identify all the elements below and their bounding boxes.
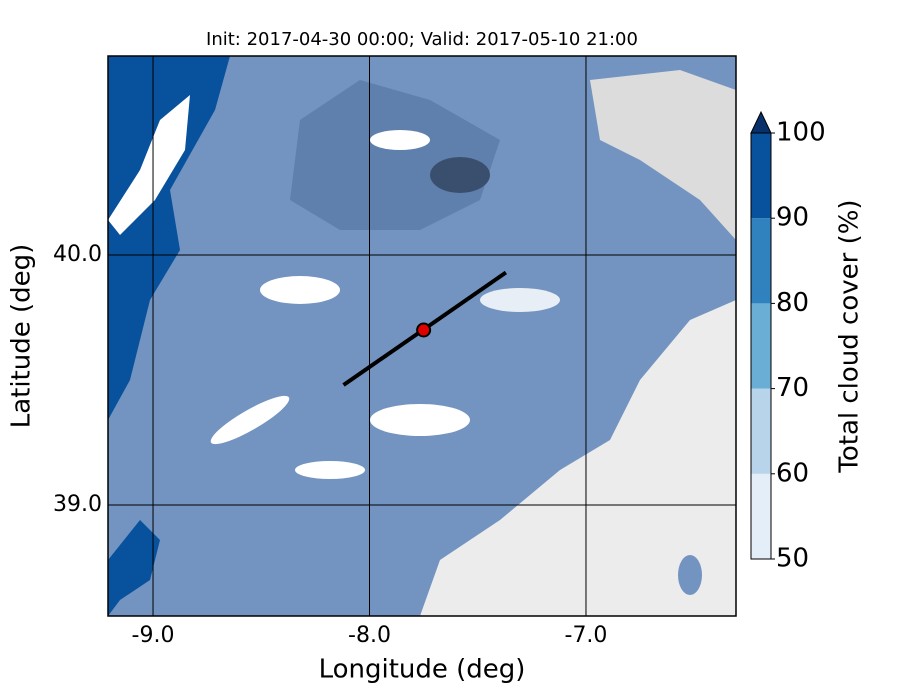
colorbar-label: Total cloud cover (%)	[835, 199, 865, 473]
colorbar-segment	[751, 388, 771, 474]
colorbar-tick-label: 50	[776, 544, 809, 574]
colorbar-segment	[751, 133, 771, 219]
clear-patch	[480, 288, 560, 312]
clear-region	[590, 70, 736, 240]
plot-frame	[107, 55, 737, 617]
colorbar-frame	[750, 132, 772, 560]
colorbar-segment	[751, 303, 771, 389]
colorbar-extend	[750, 110, 772, 134]
y-tick-label: 39.0	[53, 492, 102, 517]
terrain-shading	[290, 80, 500, 230]
y-tick-label: 40.0	[53, 242, 102, 267]
terrain-shading	[430, 157, 490, 193]
y-axis-label: Latitude (deg)	[7, 244, 37, 429]
x-axis-label: Longitude (deg)	[319, 655, 526, 685]
clear-patch	[295, 461, 365, 479]
colorbar-segment	[751, 473, 771, 559]
chart-title: Init: 2017-04-30 00:00; Valid: 2017-05-1…	[206, 29, 638, 50]
colorbar-segment	[751, 218, 771, 304]
x-tick-label: -8.0	[348, 623, 391, 648]
colorbar-tick-label: 70	[776, 373, 809, 403]
colorbar-tick-label: 100	[776, 118, 826, 148]
grid	[108, 56, 736, 616]
x-tick-label: -9.0	[132, 623, 175, 648]
colorbar-tick-label: 80	[776, 288, 809, 318]
location-point	[416, 322, 432, 338]
cloud-patch	[678, 555, 702, 595]
clear-patch	[370, 404, 470, 436]
colorbar-tick-label: 60	[776, 458, 809, 488]
dense-cloud	[108, 56, 230, 420]
clear-patch	[108, 95, 190, 235]
x-tick-label: -7.0	[565, 623, 608, 648]
colorbar-tick-label: 90	[776, 203, 809, 233]
clear-patch	[210, 395, 290, 445]
clear-patch	[370, 130, 430, 150]
clear-patch	[260, 276, 340, 304]
map-field	[108, 56, 736, 616]
dense-cloud	[108, 520, 160, 616]
clear-region	[420, 300, 736, 616]
